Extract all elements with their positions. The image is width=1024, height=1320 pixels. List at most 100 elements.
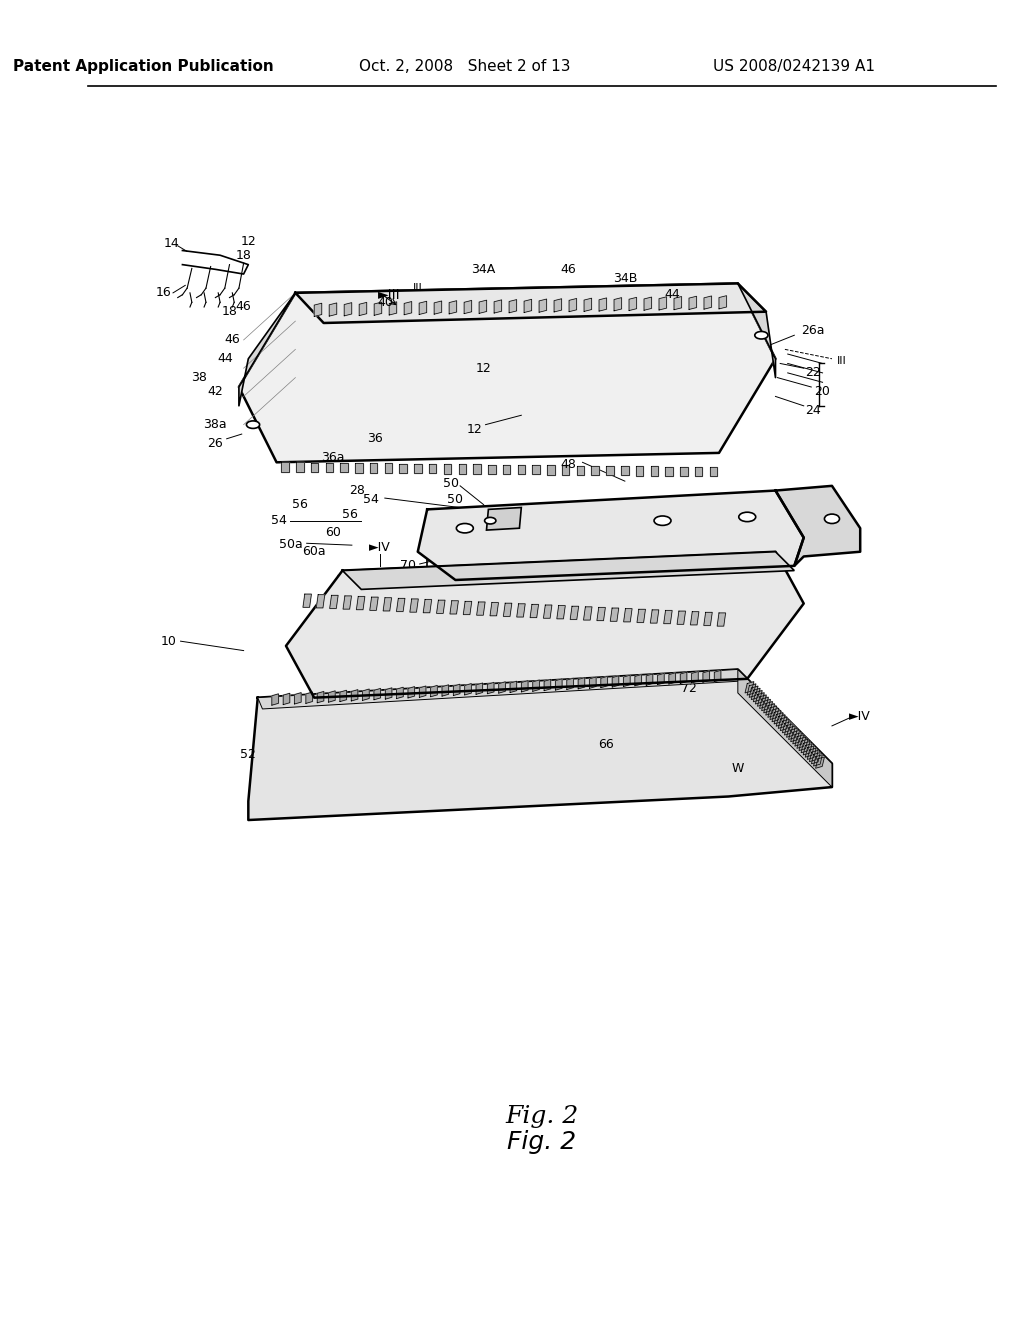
Polygon shape (408, 686, 415, 698)
Polygon shape (362, 689, 370, 701)
Polygon shape (758, 694, 766, 706)
Polygon shape (592, 466, 599, 475)
Polygon shape (570, 606, 579, 619)
Polygon shape (646, 675, 653, 685)
Polygon shape (414, 463, 422, 473)
Polygon shape (434, 301, 441, 314)
Polygon shape (476, 602, 485, 615)
Polygon shape (503, 465, 510, 474)
Text: 58: 58 (532, 564, 548, 577)
Text: Fig. 2: Fig. 2 (508, 1130, 577, 1154)
Polygon shape (370, 463, 378, 473)
Text: Patent Application Publication: Patent Application Publication (12, 59, 273, 74)
Polygon shape (816, 756, 824, 768)
Polygon shape (624, 609, 632, 622)
Polygon shape (454, 684, 460, 696)
Text: 60a: 60a (302, 545, 326, 558)
Polygon shape (717, 612, 726, 626)
Polygon shape (488, 465, 496, 474)
Polygon shape (459, 465, 466, 474)
Polygon shape (329, 690, 335, 702)
Polygon shape (249, 669, 831, 820)
Polygon shape (584, 298, 592, 312)
Polygon shape (286, 552, 804, 698)
Text: 56: 56 (342, 508, 358, 520)
Text: 26a: 26a (802, 323, 825, 337)
Polygon shape (524, 300, 531, 313)
Text: 46: 46 (560, 263, 577, 276)
Polygon shape (624, 676, 630, 686)
Polygon shape (766, 704, 774, 715)
Text: 26: 26 (208, 437, 223, 450)
Polygon shape (419, 301, 427, 314)
Text: 52: 52 (241, 747, 256, 760)
Polygon shape (703, 612, 713, 626)
Text: 10: 10 (161, 635, 176, 648)
Polygon shape (404, 301, 412, 314)
Text: US 2008/0242139 A1: US 2008/0242139 A1 (714, 59, 876, 74)
Polygon shape (752, 688, 760, 700)
Polygon shape (669, 673, 676, 684)
Polygon shape (487, 682, 494, 694)
Polygon shape (356, 597, 365, 610)
Polygon shape (803, 743, 812, 755)
Polygon shape (770, 709, 778, 719)
Polygon shape (786, 726, 796, 738)
Text: Oct. 2, 2008   Sheet 2 of 13: Oct. 2, 2008 Sheet 2 of 13 (359, 59, 570, 74)
Polygon shape (443, 465, 452, 474)
Polygon shape (510, 681, 517, 693)
Polygon shape (436, 601, 445, 614)
Polygon shape (420, 686, 426, 697)
Polygon shape (544, 680, 551, 690)
Polygon shape (635, 675, 641, 686)
Polygon shape (666, 466, 673, 477)
Polygon shape (775, 486, 860, 566)
Polygon shape (464, 301, 472, 314)
Polygon shape (282, 462, 289, 471)
Text: 12: 12 (241, 235, 256, 248)
Text: 70: 70 (400, 560, 417, 573)
Text: 28: 28 (348, 484, 365, 498)
Polygon shape (597, 607, 605, 620)
Polygon shape (442, 685, 449, 696)
Polygon shape (370, 597, 378, 610)
Text: 50a: 50a (279, 537, 302, 550)
Polygon shape (610, 609, 618, 622)
Text: 14: 14 (163, 238, 179, 251)
Polygon shape (295, 693, 301, 704)
Polygon shape (813, 755, 822, 766)
Text: 60: 60 (523, 517, 539, 531)
Polygon shape (317, 692, 324, 702)
Ellipse shape (654, 516, 671, 525)
Text: 44: 44 (664, 288, 680, 301)
Polygon shape (750, 686, 758, 697)
Text: 22: 22 (805, 367, 821, 379)
Polygon shape (691, 672, 698, 682)
Polygon shape (659, 297, 667, 310)
Polygon shape (410, 599, 418, 612)
Polygon shape (754, 690, 762, 702)
Polygon shape (258, 669, 748, 709)
Polygon shape (738, 284, 775, 378)
Polygon shape (476, 682, 482, 694)
Polygon shape (284, 693, 290, 705)
Polygon shape (780, 719, 790, 730)
Polygon shape (795, 735, 804, 746)
Polygon shape (562, 466, 569, 475)
Polygon shape (590, 677, 596, 688)
Polygon shape (316, 595, 325, 609)
Text: 34B: 34B (612, 272, 637, 285)
Polygon shape (650, 466, 658, 475)
Polygon shape (385, 688, 392, 700)
Polygon shape (577, 466, 585, 475)
Polygon shape (374, 689, 381, 700)
Polygon shape (614, 297, 622, 310)
Polygon shape (429, 463, 436, 474)
Text: Fig. 2: Fig. 2 (506, 1105, 579, 1129)
Text: ►IV: ►IV (370, 540, 391, 553)
Text: G: G (705, 659, 715, 671)
Text: 44: 44 (217, 352, 232, 366)
Polygon shape (674, 297, 682, 310)
Text: III: III (837, 355, 846, 366)
Ellipse shape (824, 513, 840, 524)
